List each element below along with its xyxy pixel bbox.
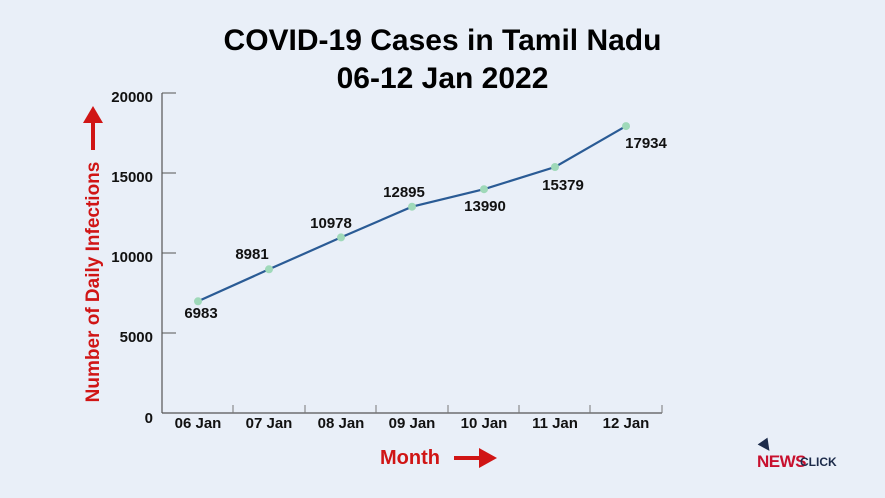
y-axis: 20000 15000 10000 5000 0 [111, 89, 176, 427]
x-tick-label: 09 Jan [389, 415, 436, 432]
y-tick-label: 20000 [111, 89, 153, 106]
x-tick-label: 06 Jan [175, 415, 222, 432]
data-point [551, 163, 559, 171]
data-label: 13990 [464, 198, 506, 215]
y-tick-label: 5000 [120, 329, 153, 346]
data-markers [194, 122, 630, 306]
up-arrow-icon [83, 106, 103, 123]
data-point [408, 202, 416, 211]
data-label: 8981 [235, 246, 268, 263]
data-label: 6983 [184, 305, 217, 322]
chart-title-line1: COVID-19 Cases in Tamil Nadu [223, 24, 662, 57]
y-axis-label: Number of Daily Infections [83, 162, 104, 403]
x-tick-label: 08 Jan [318, 415, 365, 432]
data-point [337, 233, 345, 242]
logo-news-text: NEWS [757, 452, 807, 471]
x-axis-label: Month [380, 447, 440, 469]
data-point [622, 122, 630, 131]
data-label: 17934 [625, 135, 667, 152]
data-point [265, 265, 273, 274]
y-tick-label: 10000 [111, 249, 153, 266]
x-tick-label: 12 Jan [603, 415, 650, 432]
data-point [194, 297, 202, 306]
x-axis-title: Month [380, 447, 497, 469]
y-tick-label: 0 [145, 410, 153, 427]
data-point [480, 185, 488, 194]
data-label: 15379 [542, 177, 584, 194]
newsclick-logo: NEWS CLICK [757, 437, 867, 472]
data-label: 10978 [310, 215, 352, 232]
x-tick-label: 07 Jan [246, 415, 293, 432]
x-tick-label: 11 Jan [532, 415, 578, 432]
x-axis: 06 Jan 07 Jan 08 Jan 09 Jan 10 Jan 11 Ja… [162, 405, 663, 432]
x-tick-label: 10 Jan [461, 415, 508, 432]
chart-title: COVID-19 Cases in Tamil Nadu 06-12 Jan 2… [0, 22, 885, 98]
y-axis-title: Number of Daily Infections [83, 106, 104, 402]
logo-click-text: CLICK [800, 455, 837, 469]
chart-title-line2: 06-12 Jan 2022 [336, 62, 549, 95]
data-labels: 6983 8981 10978 12895 13990 15379 17934 [184, 135, 667, 322]
y-tick-label: 15000 [111, 169, 153, 186]
data-label: 12895 [383, 184, 425, 201]
data-line [197, 125, 627, 303]
right-arrow-icon [479, 448, 497, 468]
